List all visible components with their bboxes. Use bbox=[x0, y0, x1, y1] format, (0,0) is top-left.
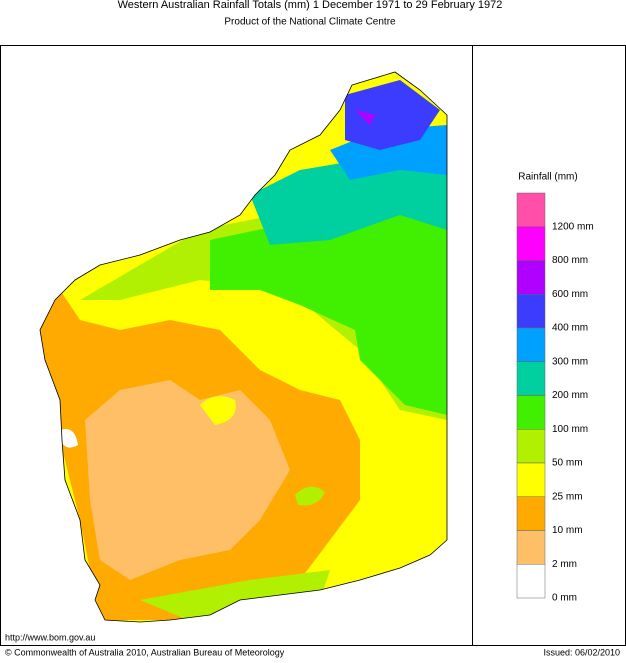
legend-label: 800 mm bbox=[552, 255, 588, 266]
legend-swatch bbox=[516, 462, 546, 497]
legend-swatch bbox=[516, 395, 546, 430]
legend-label: 50 mm bbox=[552, 458, 583, 469]
footer-url: http://www.bom.gov.au bbox=[5, 632, 95, 642]
legend-label: 100 mm bbox=[552, 424, 588, 435]
title: Western Australian Rainfall Totals (mm) … bbox=[118, 0, 503, 11]
legend-swatch bbox=[516, 226, 546, 261]
legend-swatch bbox=[516, 361, 546, 396]
legend-swatch bbox=[516, 429, 546, 464]
legend-swatch bbox=[516, 327, 546, 362]
legend-swatch bbox=[516, 260, 546, 295]
legend: 1200 mm 800 mm 600 mm 400 mm 300 mm 200 mm 100… bbox=[516, 192, 594, 604]
legend-label: 600 mm bbox=[552, 289, 588, 300]
legend-label: 0 mm bbox=[552, 593, 577, 604]
legend-swatch bbox=[516, 530, 546, 565]
map bbox=[40, 72, 447, 622]
legend-label: 400 mm bbox=[552, 323, 588, 334]
legend-swatch bbox=[516, 192, 546, 227]
legend-swatch bbox=[516, 496, 546, 531]
legend-label: 200 mm bbox=[552, 390, 588, 401]
legend-label: 300 mm bbox=[552, 356, 588, 367]
legend-label: 10 mm bbox=[552, 525, 583, 536]
legend-title: Rainfall (mm) bbox=[518, 172, 577, 183]
subtitle: Product of the National Climate Centre bbox=[224, 17, 396, 28]
footer-issued: Issued: 06/02/2010 bbox=[543, 647, 620, 657]
legend-label: 1200 mm bbox=[552, 221, 594, 232]
legend-swatch bbox=[516, 294, 546, 329]
legend-label: 2 mm bbox=[552, 559, 577, 570]
legend-swatch bbox=[516, 564, 546, 599]
coastline bbox=[39, 71, 448, 623]
footer-copyright: © Commonwealth of Australia 2010, Austra… bbox=[5, 647, 285, 657]
legend-label: 25 mm bbox=[552, 491, 583, 502]
